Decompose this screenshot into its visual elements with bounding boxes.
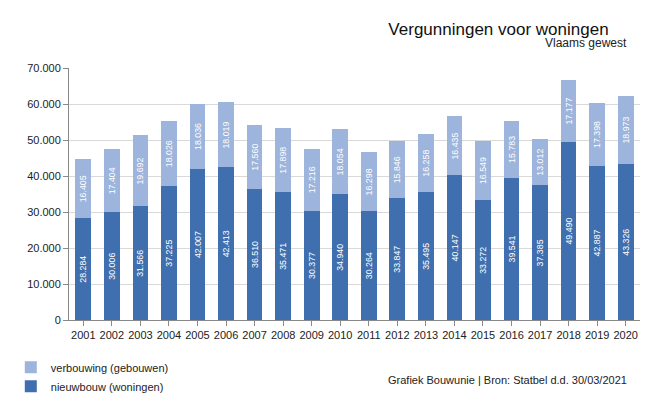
svg-text:30.000: 30.000 xyxy=(27,206,61,218)
svg-text:42.007: 42.007 xyxy=(193,231,203,258)
svg-text:28.284: 28.284 xyxy=(78,256,88,283)
svg-text:nieuwbouw (woningen): nieuwbouw (woningen) xyxy=(51,381,164,393)
svg-text:70.000: 70.000 xyxy=(27,62,61,74)
svg-text:2011: 2011 xyxy=(357,329,381,341)
svg-text:40.147: 40.147 xyxy=(450,234,460,261)
svg-text:15.783: 15.783 xyxy=(507,136,517,163)
svg-text:2018: 2018 xyxy=(556,329,580,341)
svg-text:2010: 2010 xyxy=(328,329,352,341)
svg-text:16.258: 16.258 xyxy=(421,150,431,177)
svg-text:37.225: 37.225 xyxy=(164,240,174,267)
svg-text:16.435: 16.435 xyxy=(450,133,460,160)
svg-text:33.847: 33.847 xyxy=(392,246,402,273)
svg-text:50.000: 50.000 xyxy=(27,134,61,146)
svg-text:33.272: 33.272 xyxy=(478,247,488,274)
svg-text:17.898: 17.898 xyxy=(278,147,288,174)
svg-text:2003: 2003 xyxy=(128,329,152,341)
svg-text:17.560: 17.560 xyxy=(250,144,260,171)
svg-text:40.000: 40.000 xyxy=(27,170,61,182)
svg-text:16.549: 16.549 xyxy=(478,157,488,184)
svg-text:2020: 2020 xyxy=(613,329,637,341)
svg-text:49.490: 49.490 xyxy=(564,218,574,245)
svg-text:2013: 2013 xyxy=(414,329,438,341)
svg-text:2005: 2005 xyxy=(185,329,209,341)
svg-text:19.692: 19.692 xyxy=(135,158,145,185)
svg-text:42.887: 42.887 xyxy=(592,229,602,256)
svg-text:2001: 2001 xyxy=(71,329,95,341)
svg-text:0: 0 xyxy=(55,314,61,326)
svg-text:36.510: 36.510 xyxy=(250,241,260,268)
svg-text:35.471: 35.471 xyxy=(278,243,288,270)
svg-text:43.326: 43.326 xyxy=(621,229,631,256)
svg-text:2015: 2015 xyxy=(471,329,495,341)
svg-text:Vergunningen voor woningen: Vergunningen voor woningen xyxy=(388,20,608,39)
svg-text:2012: 2012 xyxy=(385,329,409,341)
svg-text:42.413: 42.413 xyxy=(221,230,231,257)
svg-text:17.216: 17.216 xyxy=(307,166,317,193)
svg-text:34.940: 34.940 xyxy=(335,244,345,271)
svg-text:17.404: 17.404 xyxy=(107,167,117,194)
svg-text:2002: 2002 xyxy=(100,329,124,341)
svg-text:10.000: 10.000 xyxy=(27,278,61,290)
svg-text:2007: 2007 xyxy=(242,329,266,341)
svg-text:30.377: 30.377 xyxy=(307,252,317,279)
svg-text:18.019: 18.019 xyxy=(221,121,231,148)
svg-text:17.398: 17.398 xyxy=(592,121,602,148)
svg-text:35.495: 35.495 xyxy=(421,243,431,270)
svg-text:18.026: 18.026 xyxy=(164,140,174,167)
svg-text:2014: 2014 xyxy=(442,329,466,341)
svg-text:2009: 2009 xyxy=(299,329,323,341)
svg-text:13.012: 13.012 xyxy=(535,149,545,176)
svg-text:17.177: 17.177 xyxy=(564,98,574,125)
svg-text:18.973: 18.973 xyxy=(621,116,631,143)
svg-text:2016: 2016 xyxy=(499,329,523,341)
svg-text:18.036: 18.036 xyxy=(193,123,203,150)
svg-text:15.846: 15.846 xyxy=(392,156,402,183)
svg-text:20.000: 20.000 xyxy=(27,242,61,254)
svg-text:Grafiek Bouwunie | Bron: Statb: Grafiek Bouwunie | Bron: Statbel d.d. 30… xyxy=(388,374,627,386)
svg-text:37.385: 37.385 xyxy=(535,239,545,266)
svg-text:30.006: 30.006 xyxy=(107,253,117,280)
svg-text:16.298: 16.298 xyxy=(364,168,374,195)
svg-text:31.566: 31.566 xyxy=(135,250,145,277)
svg-text:verbouwing (gebouwen): verbouwing (gebouwen) xyxy=(51,362,168,374)
svg-text:Vlaams gewest: Vlaams gewest xyxy=(545,36,627,50)
svg-text:2004: 2004 xyxy=(157,329,181,341)
svg-text:2019: 2019 xyxy=(585,329,609,341)
svg-text:18.054: 18.054 xyxy=(335,148,345,175)
svg-text:60.000: 60.000 xyxy=(27,98,61,110)
svg-text:2006: 2006 xyxy=(214,329,238,341)
svg-text:16.405: 16.405 xyxy=(78,175,88,202)
svg-text:2008: 2008 xyxy=(271,329,295,341)
svg-text:39.541: 39.541 xyxy=(507,235,517,262)
svg-text:30.264: 30.264 xyxy=(364,252,374,279)
svg-text:2017: 2017 xyxy=(528,329,552,341)
